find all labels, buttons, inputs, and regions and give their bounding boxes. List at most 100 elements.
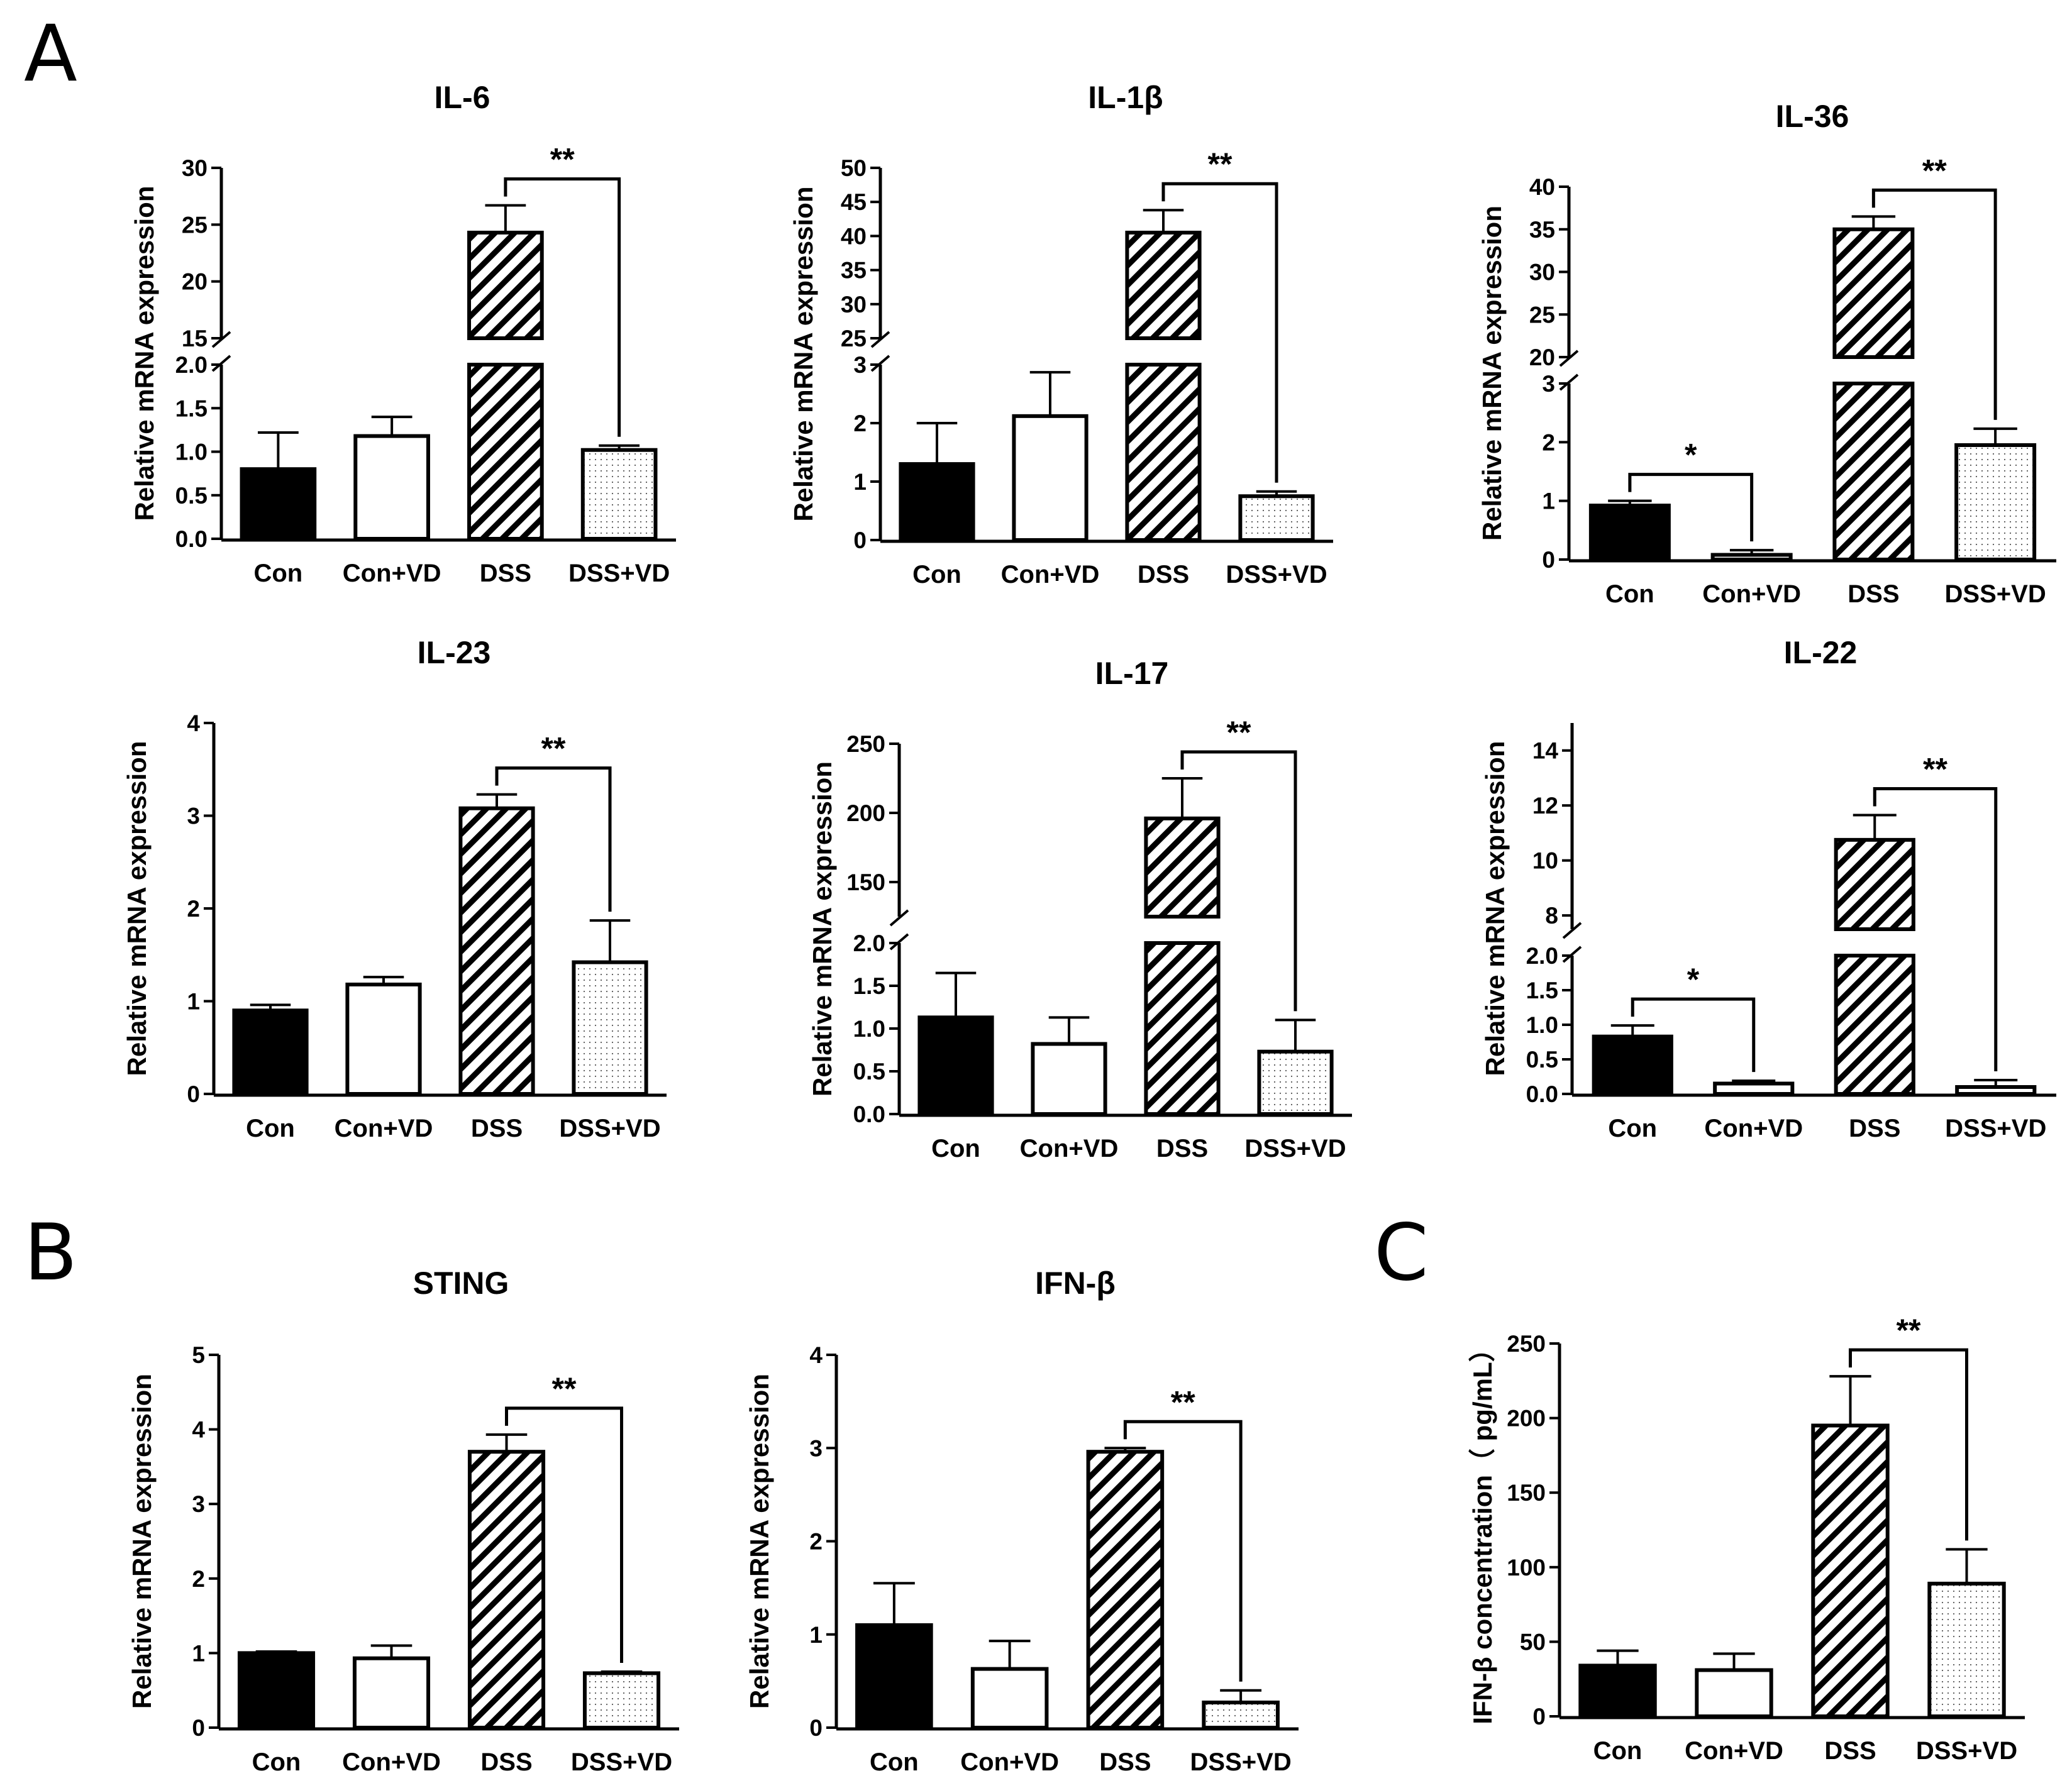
bar-con xyxy=(1578,1664,1657,1719)
axis-break-mark xyxy=(1562,922,1582,939)
bar-dss xyxy=(467,1450,546,1730)
bar-con xyxy=(899,462,975,542)
y-high-tick-label: 8 xyxy=(1545,903,1558,929)
y-tick-label: 5 xyxy=(192,1342,205,1368)
y-tick-label: 0 xyxy=(809,1715,823,1741)
y-axis-label: Relative mRNA expression xyxy=(130,186,159,521)
bar-con xyxy=(855,1623,933,1730)
bar-dss-vd xyxy=(1202,1700,1280,1730)
bar-con-vd xyxy=(353,434,430,541)
y-low-tick-label: 0.0 xyxy=(1526,1081,1558,1107)
category-label: Con+VD xyxy=(1685,1737,1783,1765)
y-tick-label: 3 xyxy=(192,1491,205,1517)
category-label: Con+VD xyxy=(1020,1135,1119,1162)
bar-con xyxy=(917,1015,994,1116)
significance-bracket xyxy=(1871,188,1997,420)
category-label: Con+VD xyxy=(1001,561,1100,588)
bar-dss-lower xyxy=(1832,382,1915,561)
y-axis-label: Relative mRNA expression xyxy=(122,741,152,1076)
y-tick-label: 2 xyxy=(192,1566,205,1592)
category-label: DSS xyxy=(480,1748,532,1776)
significance-bracket xyxy=(505,1406,623,1664)
chart-title: IL-6 xyxy=(435,80,490,115)
y-low-tick-label: 0 xyxy=(853,527,867,553)
charts-layer: IL-6 Relative mRNA expression 0.0 0.5 1.0 1.5… xyxy=(122,80,2056,1776)
chart-sting: STING Relative mRNA expression 0 1 2 3 4 5 Con Co… xyxy=(127,1266,679,1776)
y-low-tick-label: 1.0 xyxy=(1526,1012,1558,1038)
y-tick-label: 200 xyxy=(1507,1406,1546,1432)
bar-con-vd xyxy=(970,1667,1049,1730)
significance-bracket xyxy=(1631,997,1756,1073)
chart-il6: IL-6 Relative mRNA expression 0.0 0.5 1.0 1.5… xyxy=(130,80,676,587)
y-high-tick-label: 12 xyxy=(1532,793,1558,819)
bar-dss-upper xyxy=(1125,230,1202,341)
bar-con xyxy=(240,467,317,541)
y-low-tick-label: 0.5 xyxy=(1526,1047,1558,1073)
significance-bracket xyxy=(1873,787,1998,1071)
category-label: DSS xyxy=(471,1115,523,1142)
bar-dss-upper xyxy=(1832,227,1915,359)
y-tick-label: 3 xyxy=(187,803,200,829)
significance-label: ** xyxy=(1227,715,1251,750)
y-low-tick-label: 1 xyxy=(853,469,867,495)
y-low-tick-label: 2.0 xyxy=(1526,943,1558,969)
significance-label: * xyxy=(1687,962,1700,997)
y-low-tick-label: 2 xyxy=(1542,429,1555,455)
significance-bracket xyxy=(1180,750,1297,1012)
y-low-tick-label: 0.0 xyxy=(853,1101,885,1127)
significance-bracket xyxy=(495,766,612,912)
category-label: Con xyxy=(1593,1737,1643,1765)
significance-label: ** xyxy=(1897,1313,1921,1348)
bar-con xyxy=(1592,1034,1673,1096)
bar-con-vd xyxy=(1713,1081,1795,1096)
bar-dss-vd xyxy=(1238,494,1315,542)
y-low-tick-label: 2.0 xyxy=(175,352,208,378)
y-high-tick-label: 35 xyxy=(1529,217,1555,243)
y-tick-label: 1 xyxy=(187,989,200,1015)
bar-dss-lower xyxy=(1834,954,1915,1096)
significance-label: ** xyxy=(1171,1384,1195,1420)
y-tick-label: 0 xyxy=(187,1081,200,1107)
bar-con-vd xyxy=(1695,1668,1773,1719)
chart-title: IL-17 xyxy=(1095,656,1169,691)
significance-bracket xyxy=(1161,182,1278,483)
chart-title: IL-1β xyxy=(1088,80,1163,115)
chart-ifnb: IFN-β Relative mRNA expression 0 1 2 3 4 Con Con… xyxy=(745,1266,1299,1776)
chart-title: STING xyxy=(413,1266,509,1301)
significance-label: ** xyxy=(1922,153,1947,188)
category-label: DSS+VD xyxy=(1945,580,2046,608)
bar-dss xyxy=(1086,1450,1165,1730)
y-high-tick-label: 200 xyxy=(846,800,885,826)
category-label: DSS+VD xyxy=(568,560,670,587)
y-low-tick-label: 1.5 xyxy=(1526,978,1558,1003)
bar-con-vd xyxy=(1710,553,1793,561)
category-label: DSS+VD xyxy=(571,1748,672,1776)
y-tick-label: 4 xyxy=(187,710,200,736)
significance-bracket xyxy=(1123,1420,1243,1682)
category-label: Con xyxy=(931,1135,980,1162)
y-tick-label: 1 xyxy=(809,1622,823,1648)
axis-break-mark xyxy=(889,909,909,927)
y-high-tick-label: 10 xyxy=(1532,848,1558,874)
y-axis-label: Relative mRNA expression xyxy=(789,187,818,522)
bar-dss xyxy=(1811,1423,1890,1718)
y-low-tick-label: 0.0 xyxy=(175,526,208,552)
category-label: DSS xyxy=(480,560,531,587)
category-label: Con xyxy=(1608,1115,1657,1142)
bar-dss xyxy=(458,806,535,1096)
chart-title: IL-36 xyxy=(1776,99,1849,134)
category-label: DSS xyxy=(1138,561,1189,588)
category-label: Con xyxy=(246,1115,295,1142)
y-low-tick-label: 0 xyxy=(1542,547,1555,573)
y-axis-label: Relative mRNA expression xyxy=(745,1374,774,1709)
y-tick-label: 1 xyxy=(192,1640,205,1666)
bar-con-vd xyxy=(352,1656,431,1730)
bar-dss-vd xyxy=(1927,1581,2006,1719)
category-label: Con+VD xyxy=(342,1748,441,1776)
significance-bracket xyxy=(1849,1348,1968,1541)
y-high-tick-label: 40 xyxy=(1529,174,1555,200)
chart-title: IL-23 xyxy=(418,635,491,670)
y-tick-label: 4 xyxy=(809,1342,823,1368)
category-label: DSS xyxy=(1099,1748,1151,1776)
